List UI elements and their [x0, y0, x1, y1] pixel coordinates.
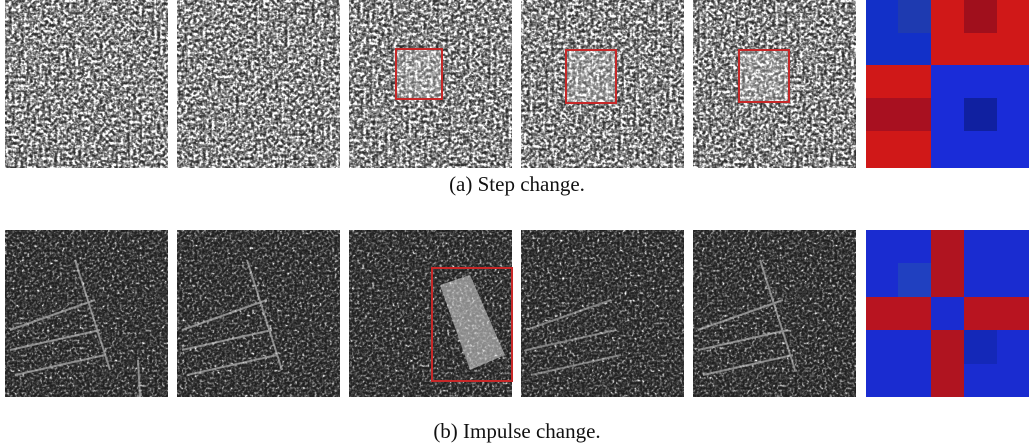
- row-b-matrix: [866, 230, 1029, 397]
- speckle: [177, 0, 340, 168]
- speckle: [5, 0, 168, 168]
- speckle: [349, 230, 512, 397]
- matrix-cell: [964, 330, 997, 364]
- caption: (b) Impulse change.: [433, 419, 600, 443]
- row-a-matrix: [866, 0, 1029, 168]
- row-b-images: [5, 230, 856, 397]
- bright-region: [739, 50, 789, 102]
- page: (a) Step change. (b) Impulse change. (()…: [0, 0, 1031, 447]
- bright-region: [566, 50, 616, 103]
- bright-region: [396, 49, 442, 99]
- matrix-cell: [866, 98, 931, 131]
- figure: (a) Step change. (b) Impulse change.: [0, 0, 1031, 447]
- matrix-cell: [964, 98, 997, 131]
- matrix-cell: [898, 0, 931, 33]
- matrix-cell: [931, 297, 964, 330]
- matrix-cell: [898, 263, 931, 297]
- row-a-images: [5, 0, 856, 168]
- caption: (a) Step change.: [449, 172, 585, 196]
- matrix-cell: [964, 0, 997, 33]
